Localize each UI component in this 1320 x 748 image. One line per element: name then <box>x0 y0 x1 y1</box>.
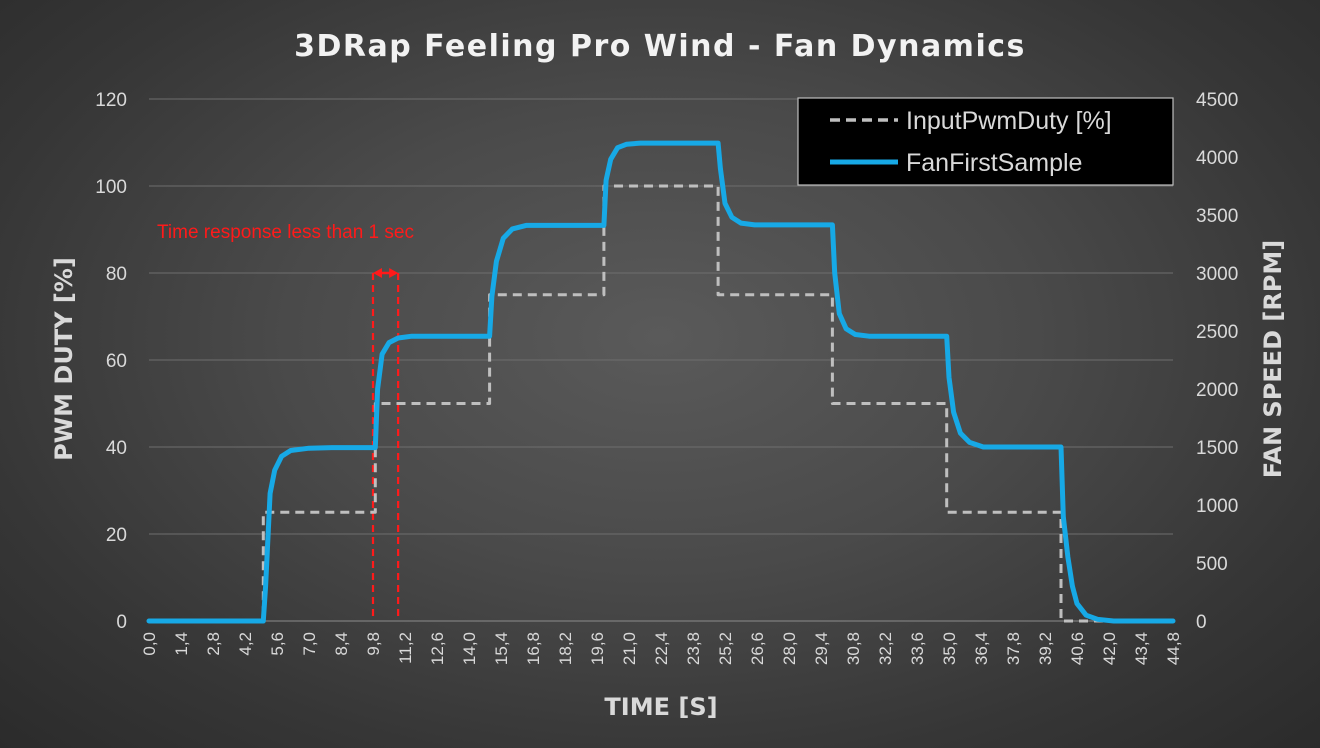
y2-tick-label: 2500 <box>1196 322 1238 343</box>
x-tick-label: 37,8 <box>1004 632 1023 665</box>
y-tick-label: 20 <box>106 525 127 546</box>
y-axis-title: PWM DUTY [%] <box>50 257 78 461</box>
y2-tick-label: 1000 <box>1196 496 1238 517</box>
y-tick-label: 100 <box>95 177 127 198</box>
y2-tick-label: 3500 <box>1196 206 1238 227</box>
chart-title: 3DRap Feeling Pro Wind - Fan Dynamics <box>294 29 1026 64</box>
x-tick-label: 36,4 <box>972 632 991 665</box>
x-tick-label: 33,6 <box>908 632 927 665</box>
x-tick-label: 0,0 <box>140 632 159 656</box>
x-tick-label: 30,8 <box>844 632 863 665</box>
legend-box <box>797 97 1174 186</box>
series-lines <box>146 140 1176 624</box>
x-tick-label: 43,4 <box>1132 632 1151 665</box>
annotation-arrowhead-right <box>389 268 399 278</box>
x-tick-label: 23,8 <box>684 632 703 665</box>
legend-label-pwm: InputPwmDuty [%] <box>906 107 1112 135</box>
y-tick-label: 60 <box>106 351 127 372</box>
x-tick-label: 32,2 <box>876 632 895 665</box>
x-tick-label: 16,8 <box>524 632 543 665</box>
y-tick-label: 120 <box>95 90 127 111</box>
y-tick-label: 0 <box>116 612 127 633</box>
y2-tick-label: 4500 <box>1196 90 1238 111</box>
x-tick-label: 26,6 <box>748 632 767 665</box>
x-tick-label: 1,4 <box>172 632 191 656</box>
y2-tick-label: 1500 <box>1196 438 1238 459</box>
tick-labels: 0 20 40 60 80 100 120 0 500 1000 1500 2000 2500 3000 3… <box>95 90 1238 665</box>
annotation: Time response less than 1 sec <box>157 222 414 621</box>
x-tick-label: 22,4 <box>652 632 671 665</box>
x-tick-label: 28,0 <box>780 632 799 665</box>
y2-tick-label: 0 <box>1196 612 1207 633</box>
annotation-arrowhead-left <box>373 268 382 278</box>
legend: InputPwmDuty [%] FanFirstSample <box>797 97 1174 186</box>
x-tick-label: 35,0 <box>940 632 959 665</box>
x-tick-label: 44,8 <box>1164 632 1183 665</box>
x-tick-label: 39,2 <box>1036 632 1055 665</box>
y2-tick-label: 2000 <box>1196 380 1238 401</box>
x-tick-label: 12,6 <box>428 632 447 665</box>
x-tick-label: 18,2 <box>556 632 575 665</box>
y-tick-label: 80 <box>106 264 127 285</box>
x-tick-label: 42,0 <box>1100 632 1119 665</box>
y2-tick-label: 3000 <box>1196 264 1238 285</box>
annotation-label: Time response less than 1 sec <box>157 222 414 243</box>
x-tick-label: 8,4 <box>332 632 351 656</box>
y2-tick-label: 500 <box>1196 554 1228 575</box>
y2-axis-title: FAN SPEED [RPM] <box>1259 240 1287 479</box>
x-tick-label: 4,2 <box>236 632 255 656</box>
x-axis-title: TIME [S] <box>604 693 717 721</box>
x-tick-label: 5,6 <box>268 632 287 656</box>
x-tick-label: 25,2 <box>716 632 735 665</box>
x-tick-label: 19,6 <box>588 632 607 665</box>
series-line-fan <box>146 140 1176 624</box>
y-tick-label: 40 <box>106 438 127 459</box>
x-tick-label: 11,2 <box>396 632 415 664</box>
x-tick-label: 14,0 <box>460 632 479 665</box>
x-tick-label: 9,8 <box>364 632 383 656</box>
y2-tick-label: 4000 <box>1196 148 1238 169</box>
x-tick-label: 40,6 <box>1068 632 1087 665</box>
x-tick-label: 2,8 <box>204 632 223 656</box>
x-tick-label: 21,0 <box>620 632 639 665</box>
x-tick-label: 15,4 <box>492 632 511 665</box>
x-tick-label: 29,4 <box>812 632 831 665</box>
series-line-pwm <box>149 184 1173 623</box>
legend-label-fan: FanFirstSample <box>906 149 1082 177</box>
x-tick-label: 7,0 <box>300 632 319 656</box>
